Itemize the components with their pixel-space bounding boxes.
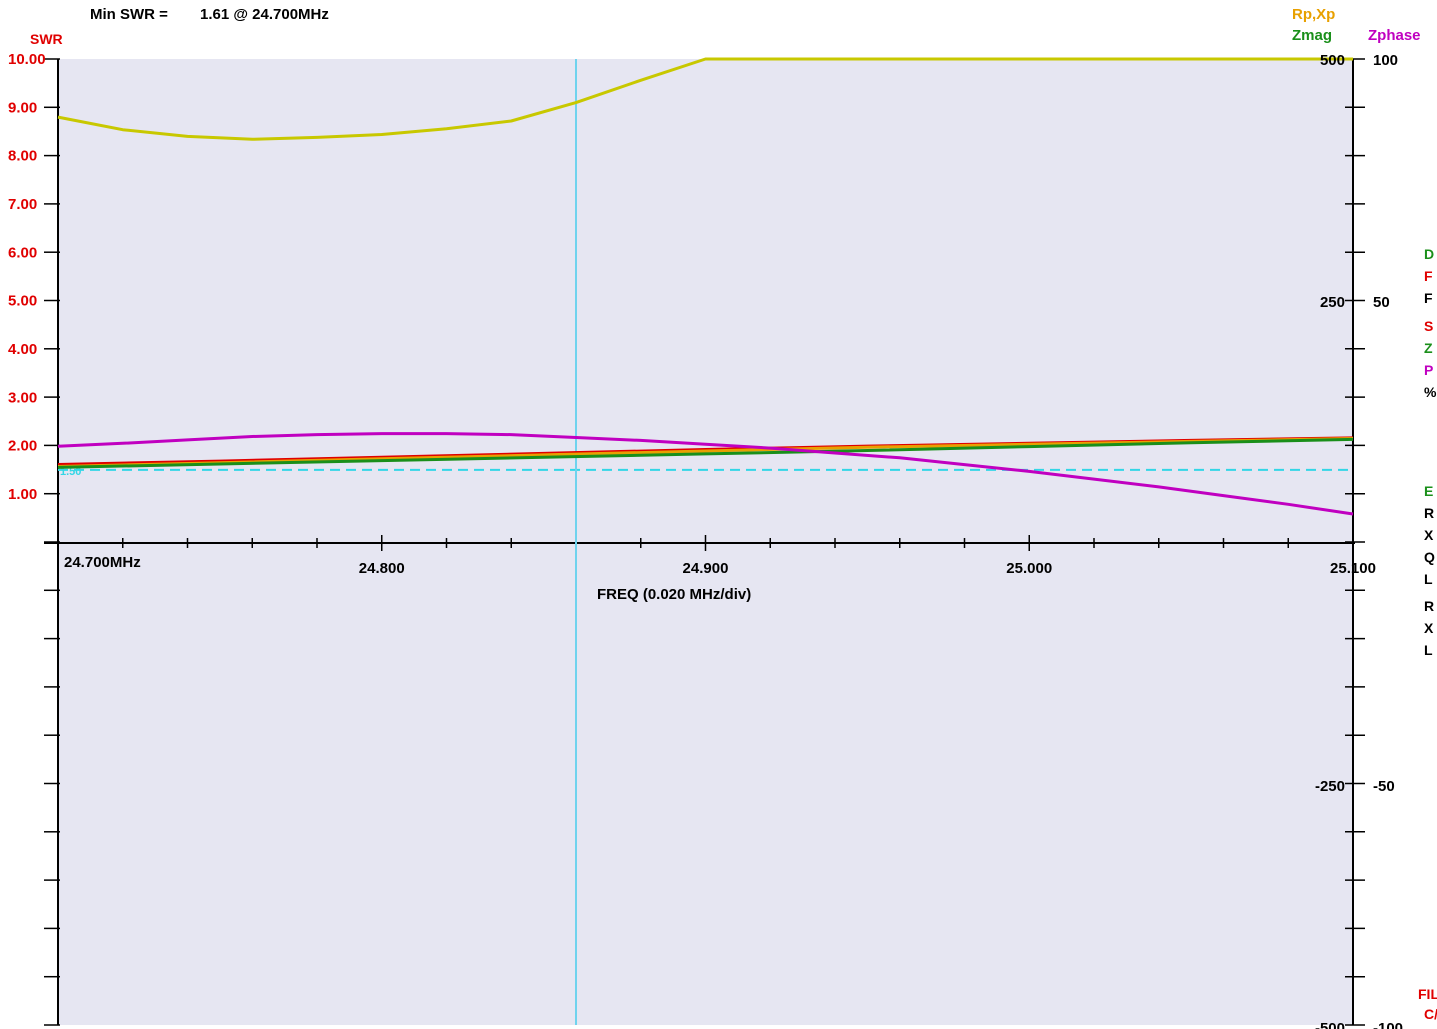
- swr-tick-label: 4.00: [8, 341, 37, 358]
- swr-tick-label: 5.00: [8, 293, 37, 310]
- x-tick-label: 24.900: [683, 560, 729, 577]
- info-panel-fragment: L: [1424, 571, 1433, 587]
- info-panel-fragment: FIL: [1418, 986, 1437, 1002]
- x-tick-label: 25.000: [1006, 560, 1052, 577]
- info-panel-fragment: C/: [1424, 1006, 1437, 1022]
- zphase-tick-label: 50: [1373, 294, 1390, 311]
- swr-axis-title: SWR: [30, 31, 63, 47]
- info-panel-fragment: R: [1424, 598, 1435, 614]
- zphase-tick-label: -100: [1373, 1020, 1403, 1029]
- swr-tick-label: 6.00: [8, 244, 37, 261]
- info-panel-fragment: Z: [1424, 340, 1433, 356]
- swr-tick-label: 10.00: [8, 51, 46, 68]
- swr-reference-label: 1.50: [60, 466, 81, 478]
- x-axis-title: FREQ (0.020 MHz/div): [597, 586, 752, 603]
- zmag-axis-title: Zmag: [1292, 27, 1333, 44]
- info-panel-fragment: F: [1424, 290, 1433, 306]
- info-panel-fragment: L: [1424, 642, 1433, 658]
- info-panel-fragment: D: [1424, 246, 1435, 262]
- min-swr-value: 1.61 @ 24.700MHz: [200, 6, 329, 23]
- swr-tick-label: 7.00: [8, 196, 37, 213]
- axis-layer: [44, 59, 1355, 1025]
- series-line-zmag: [57, 437, 1354, 469]
- info-panel-fragment: R: [1424, 505, 1435, 521]
- info-panel-fragment: X: [1424, 620, 1434, 636]
- info-panel-fragment: E: [1424, 483, 1434, 499]
- rpxp-axis-title: Rp,Xp: [1292, 6, 1336, 23]
- info-panel-fragment: X: [1424, 527, 1434, 543]
- x-tick-label: 24.700MHz: [64, 554, 141, 571]
- swr-tick-label: 1.00: [8, 486, 37, 503]
- swr-tick-label: 3.00: [8, 389, 37, 406]
- x-tick-label: 24.800: [359, 560, 405, 577]
- swr-tick-label: 2.00: [8, 438, 37, 455]
- tick-label-layer: 10.00 9.00 8.00 7.00 6.00 5.00 4.00 3.00 2.00 1.0…: [8, 51, 1403, 1029]
- info-panel-fragment: %: [1424, 384, 1437, 400]
- info-panel-fragment: S: [1424, 318, 1434, 334]
- series-layer: 1.50: [57, 57, 1354, 1025]
- min-swr-label: Min SWR =: [90, 6, 168, 23]
- series-line-xp: [57, 57, 1353, 141]
- rpxp-tick-label: -250: [1315, 778, 1345, 795]
- rpxp-tick-label: 500: [1320, 52, 1345, 69]
- zphase-tick-label: -50: [1373, 778, 1395, 795]
- x-tick-label: 25.100: [1330, 560, 1376, 577]
- zphase-axis-title: Zphase: [1368, 27, 1421, 44]
- info-panel-fragment: P: [1424, 362, 1434, 378]
- rpxp-tick-label: 250: [1320, 294, 1345, 311]
- info-panel-fragment: F: [1424, 268, 1433, 284]
- info-panel-fragment: Q: [1424, 549, 1435, 565]
- rpxp-tick-label: -500: [1315, 1020, 1345, 1029]
- swr-tick-label: 9.00: [8, 99, 37, 116]
- zphase-tick-label: 100: [1373, 52, 1398, 69]
- series-line-zphase: [57, 432, 1354, 516]
- swr-tick-label: 8.00: [8, 148, 37, 165]
